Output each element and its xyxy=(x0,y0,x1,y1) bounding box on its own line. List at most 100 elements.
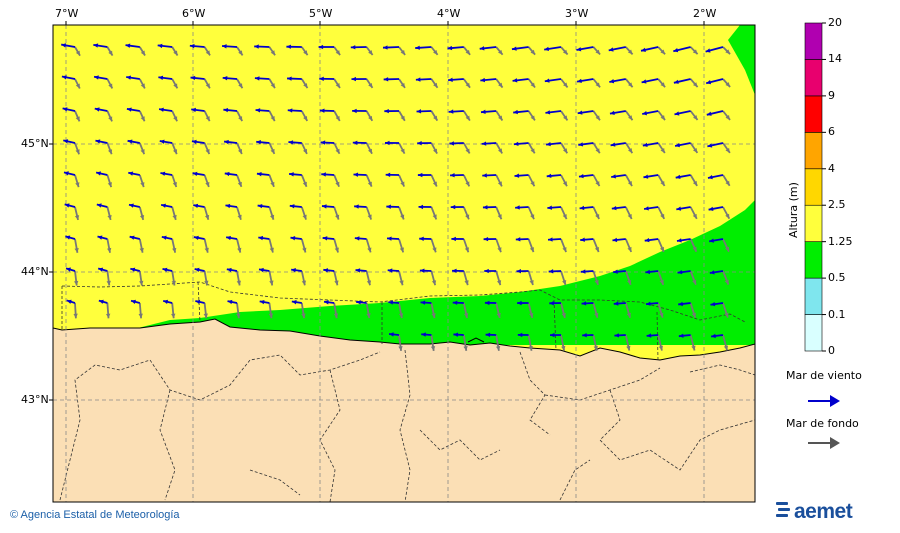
wind-sea-arrowhead xyxy=(611,205,617,211)
colorbar-segment xyxy=(804,204,823,242)
wind-sea-arrowhead xyxy=(485,332,491,337)
colorbar-level-label: 0.1 xyxy=(828,307,846,321)
wind-sea-arrowhead xyxy=(223,107,229,113)
swell-arrowhead xyxy=(269,280,274,286)
swell-arrowhead xyxy=(107,215,112,220)
swell-arrowhead xyxy=(628,115,633,121)
colorbar-level-label: 9 xyxy=(828,88,835,102)
aemet-logo-icon xyxy=(776,502,790,517)
swell-arrowhead xyxy=(563,115,568,121)
swell-arrowhead xyxy=(628,82,633,88)
swell-arrowhead xyxy=(431,280,437,286)
wind-sea-arrowhead xyxy=(549,301,554,306)
swell-arrowhead xyxy=(205,83,210,89)
swell-arrowhead xyxy=(270,181,275,187)
wind-sea-arrowhead xyxy=(288,140,294,145)
swell-arrowhead xyxy=(692,213,697,219)
lon-tick-label: 2°W xyxy=(693,7,717,20)
swell-arrowhead xyxy=(530,49,536,55)
swell-arrowhead xyxy=(173,116,178,122)
swell-arrowhead xyxy=(627,213,632,219)
swell-arrowhead xyxy=(725,115,731,120)
swell-arrowhead xyxy=(74,280,79,286)
wind-sea-arrowhead xyxy=(162,267,168,272)
swell-label: Mar de fondo xyxy=(786,417,859,430)
swell-arrowhead xyxy=(465,214,470,220)
swell-arrowhead xyxy=(398,313,404,319)
wind-sea-arrowhead xyxy=(577,78,582,84)
wind-sea-arrowhead xyxy=(321,172,326,177)
swell-arrowhead xyxy=(627,49,633,55)
swell-arrowhead xyxy=(594,312,599,318)
swell-arrowhead xyxy=(108,83,113,89)
wind-sea-arrowhead xyxy=(93,43,99,48)
aemet-logo-text: aemet xyxy=(794,500,853,523)
wind-sea-arrowhead xyxy=(163,299,169,305)
wind-sea-arrowhead xyxy=(388,300,394,305)
swell-arrowhead xyxy=(465,181,470,187)
wind-sea-arrowhead xyxy=(675,143,680,148)
swell-arrowhead xyxy=(400,181,405,187)
swell-arrowhead xyxy=(693,115,698,120)
swell-arrowhead xyxy=(660,115,665,121)
swell-arrowhead xyxy=(660,180,665,186)
wind-sea-arrowhead xyxy=(419,236,424,241)
swell-arrowhead xyxy=(561,345,566,351)
swell-arrowhead xyxy=(172,214,177,220)
swell-arrowhead xyxy=(463,346,468,351)
wind-sea-arrowhead xyxy=(482,173,487,178)
wind-sea-arrowhead xyxy=(383,45,388,50)
swell-arrowhead xyxy=(236,313,241,319)
swell-arrowhead xyxy=(366,280,372,286)
swell-arrowhead xyxy=(303,83,308,89)
wind-sea-arrowhead xyxy=(193,203,199,209)
wind-sea-arrowhead xyxy=(63,139,69,144)
wind-sea-arrowhead xyxy=(513,109,518,115)
swell-arrowhead xyxy=(74,247,79,253)
land xyxy=(53,318,755,502)
swell-arrowhead xyxy=(725,82,731,87)
wind-sea-arrowhead xyxy=(320,140,326,145)
swell-arrowhead xyxy=(529,312,534,318)
swell-arrowhead xyxy=(237,214,242,220)
swell-arrowhead xyxy=(335,115,340,121)
wind-sea-arrowhead xyxy=(420,300,426,305)
swell-arrowhead xyxy=(725,49,731,55)
wind-sea-arrowhead xyxy=(384,108,389,114)
wind-sea-arrowhead xyxy=(416,109,422,114)
swell-arrowhead xyxy=(172,182,177,187)
wave-direction-arrows xyxy=(61,43,731,351)
swell-arrowhead xyxy=(139,280,144,286)
swell-arrowhead xyxy=(496,280,502,286)
wind-sea-arrowhead xyxy=(127,139,133,144)
swell-arrowhead xyxy=(238,116,243,122)
swell-arrowhead xyxy=(626,312,631,318)
wind-sea-arrowhead xyxy=(387,236,392,241)
swell-arrowhead xyxy=(334,247,339,253)
wind-sea-arrowhead xyxy=(515,237,521,242)
swell-arrowhead xyxy=(335,181,340,187)
swell-arrowhead xyxy=(270,116,275,122)
swell-arrowhead xyxy=(301,280,307,286)
wind-sea-arrowhead xyxy=(354,236,360,241)
lat-tick-label: 45°N xyxy=(21,137,49,150)
wind-sea-arrowhead xyxy=(259,299,265,305)
swell-arrowhead xyxy=(303,50,308,56)
swell-arrowhead xyxy=(660,49,666,55)
wind-sea-arrowhead xyxy=(707,175,713,180)
swell-arrowhead xyxy=(530,115,535,121)
wind-sea-arrowhead xyxy=(254,44,259,49)
swell-arrowhead xyxy=(660,213,665,219)
swell-arrowhead xyxy=(106,280,111,286)
wind-sea-arrowhead xyxy=(546,173,552,179)
swell-arrowhead xyxy=(367,214,372,220)
wind-sea-arrowhead xyxy=(609,110,615,116)
swell-arrowhead xyxy=(334,280,339,286)
wind-sea-arrowhead xyxy=(291,300,297,305)
lon-tick-label: 5°W xyxy=(309,7,333,20)
wind-sea-arrowhead xyxy=(258,235,264,241)
wind-sea-legend-arrow xyxy=(808,395,840,407)
swell-arrowhead xyxy=(464,280,469,286)
wind-sea-arrowhead xyxy=(352,108,357,114)
swell-arrowhead xyxy=(660,148,665,154)
